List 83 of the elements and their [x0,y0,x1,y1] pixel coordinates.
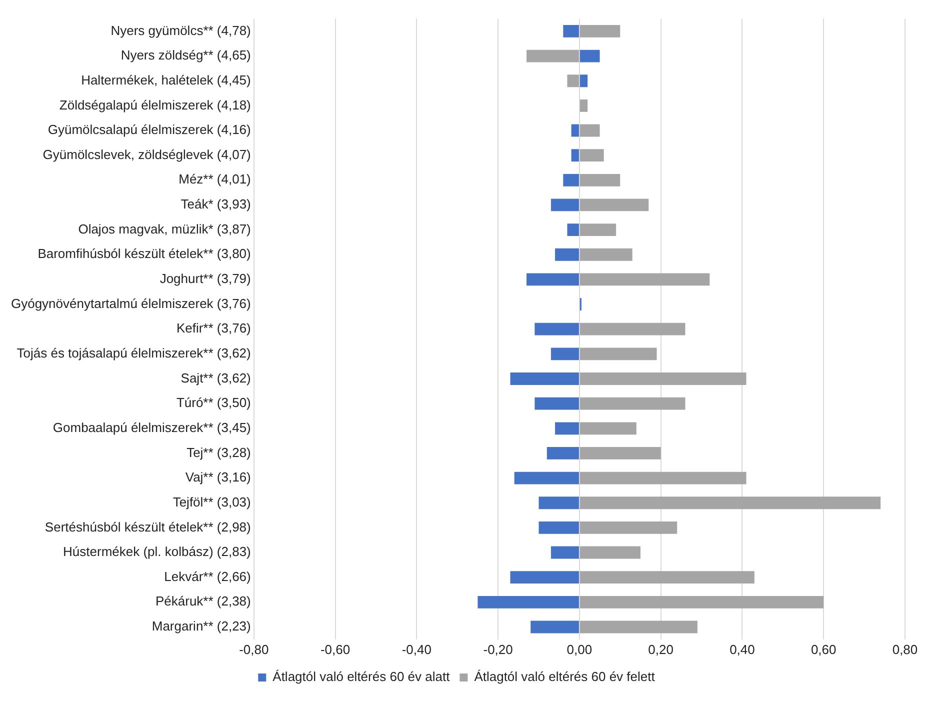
bar [563,25,579,38]
bar [580,74,588,88]
y-tick-label: Gombaalapú élelmiszerek** (3,45) [52,420,251,435]
bar [534,397,579,410]
bar [580,273,710,286]
bar [514,472,579,484]
bar [571,149,579,162]
bar [580,322,686,336]
bar [580,397,686,410]
bar [580,248,632,261]
bar [526,50,579,62]
y-tick-label: Gyümölcsalapú élelmiszerek (4,16) [48,122,251,138]
bar [534,322,579,336]
y-tick-label: Sajt** (3,62) [180,370,251,386]
bar [550,348,579,360]
bar [580,521,678,534]
x-tick-label: 0,00 [566,642,592,657]
y-tick-label: Pékáruk** (2,38) [155,594,251,609]
bar [580,50,600,62]
y-tick-label: Lekvár** (2,66) [164,568,251,584]
bar [580,348,657,360]
x-tick-label: -0,40 [402,642,432,657]
bar [538,521,579,534]
bar [567,74,579,88]
x-tick-label: -0,20 [483,642,513,657]
y-tick-label: Gyümölcslevek, zöldséglevek (4,07) [42,146,251,162]
bar [580,99,588,112]
y-tick-label: Joghurt** (3,79) [160,271,251,286]
bar [580,447,661,460]
y-tick-label: Zöldségalapú élelmiszerek (4,18) [59,97,251,112]
bar [580,124,600,137]
bar [580,198,649,212]
bar [580,496,881,510]
y-tick-label: Kefir** (3,76) [176,320,251,336]
legend-label: Átlagtól való eltérés 60 év alatt [272,669,450,684]
x-tick-label: -0,60 [320,642,350,657]
y-tick-label: Hústermékek (pl. kolbász) (2,83) [63,544,251,560]
x-tick-label: 0,80 [892,642,918,657]
bar [580,596,824,608]
bar [538,496,579,510]
bar [530,620,579,634]
x-tick-label: 0,20 [648,642,674,657]
bar [580,149,604,162]
y-tick-label: Baromfihúsból készült ételek** (3,80) [38,246,251,262]
bar [580,174,620,186]
bar [510,571,579,584]
y-tick-label: Tejföl** (3,03) [172,494,251,510]
y-tick-label: Túró** (3,50) [176,395,251,410]
x-tick-label: 0,60 [810,642,836,657]
y-tick-label: Vaj** (3,16) [185,470,251,485]
bar [550,546,579,559]
x-tick-label: 0,40 [730,642,755,657]
y-tick-label: Nyers gyümölcs** (4,78) [110,22,251,38]
bar [510,372,579,385]
bar [580,620,698,634]
bar [580,422,636,435]
bar [555,248,579,261]
bar [580,546,640,559]
y-tick-label: Margarin** (2,23) [152,618,251,634]
y-tick-label: Olajos magvak, müzlik* (3,87) [78,221,251,236]
bar [580,372,746,385]
y-tick-label: Gyógynövénytartalmú élelmiszerek (3,76) [10,296,251,311]
bar [580,224,616,236]
y-tick-label: Tojás és tojásalapú élelmiszerek** (3,62) [16,346,251,360]
bar [580,472,746,484]
x-tick-label: -0,80 [239,642,269,657]
y-tick-label: Méz** (4,01) [178,172,251,187]
legend-label: Átlagtól való eltérés 60 év felett [474,669,656,684]
y-tick-label: Teák* (3,93) [180,196,251,212]
bar [580,25,620,38]
bar [546,447,579,460]
y-tick-label: Haltermékek, halételek (4,45) [81,72,251,88]
bar [571,124,579,137]
bar [526,273,579,286]
bar [478,596,579,608]
y-tick-label: Nyers zöldség** (4,65) [120,48,251,63]
bar [580,571,754,584]
bar [550,198,579,212]
bar [567,224,579,236]
bar [555,422,579,435]
y-tick-label: Tej** (3,28) [186,444,251,460]
bar [563,174,579,186]
y-tick-label: Sertéshúsból készült ételek** (2,98) [44,519,251,534]
